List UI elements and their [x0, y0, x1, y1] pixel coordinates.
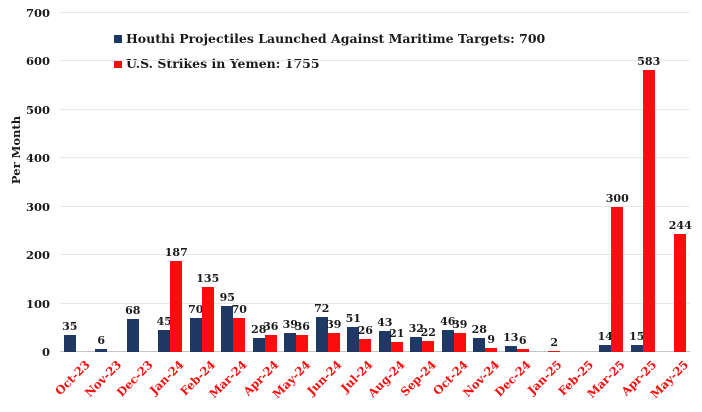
- value-label: 187: [164, 246, 188, 260]
- value-label: 21: [389, 326, 405, 340]
- bar-us-strikes: [327, 333, 340, 352]
- bar-us-strikes: [485, 347, 498, 352]
- plot-area: Houthi Projectiles Launched Against Mari…: [52, 12, 692, 401]
- value-label: 14: [597, 330, 613, 344]
- legend-label-houthi: Houthi Projectiles Launched Against Mari…: [126, 31, 546, 46]
- bar-houthi-projectiles: [441, 329, 454, 352]
- value-label: 9: [487, 332, 496, 346]
- value-label: 6: [97, 334, 106, 348]
- legend-label-us-strikes: U.S. Strikes in Yemen: 1755: [126, 56, 320, 71]
- bar-us-strikes: [296, 334, 309, 352]
- gridline: [60, 157, 690, 159]
- bar-us-strikes: [548, 351, 561, 352]
- y-tick-label: 100: [25, 296, 50, 311]
- bar-us-strikes: [642, 69, 655, 352]
- gridline: [60, 60, 690, 62]
- y-tick-label: 500: [25, 102, 50, 117]
- bar-houthi-projectiles: [315, 317, 328, 352]
- bar-houthi-projectiles: [158, 330, 171, 352]
- legend-item-houthi-projectiles: Houthi Projectiles Launched Against Mari…: [114, 31, 545, 46]
- bar-houthi-projectiles: [284, 333, 297, 352]
- bar-houthi-projectiles: [189, 318, 202, 352]
- bar-houthi-projectiles: [221, 306, 234, 352]
- value-label: 28: [471, 323, 487, 337]
- value-label: 43: [377, 316, 393, 330]
- bar-us-strikes: [233, 318, 246, 352]
- legend-swatch-houthi-icon: [114, 34, 122, 43]
- bar-houthi-projectiles: [630, 344, 643, 352]
- value-label: 95: [219, 291, 235, 304]
- bar-houthi-projectiles: [410, 336, 423, 352]
- bar-houthi-projectiles: [63, 335, 76, 352]
- bar-us-strikes: [453, 333, 466, 352]
- gridline: [60, 12, 690, 13]
- value-label: 68: [125, 304, 141, 318]
- y-tick-label: 200: [25, 248, 50, 263]
- bar-houthi-projectiles: [347, 327, 360, 352]
- bar-us-strikes: [201, 286, 214, 352]
- value-label: 51: [345, 312, 361, 326]
- value-label: 46: [440, 314, 456, 328]
- bar-us-strikes: [674, 233, 687, 352]
- bar-houthi-projectiles: [95, 349, 108, 352]
- bar-us-strikes: [264, 334, 277, 352]
- bar-houthi-projectiles: [473, 338, 486, 352]
- value-label: 70: [231, 303, 247, 317]
- value-label: 13: [503, 330, 519, 344]
- value-label: 6: [518, 334, 527, 348]
- y-tick-label: 600: [25, 54, 50, 69]
- value-label: 583: [637, 54, 661, 68]
- value-label: 135: [196, 271, 220, 285]
- legend: Houthi Projectiles Launched Against Mari…: [114, 31, 545, 81]
- bar-houthi-projectiles: [126, 319, 139, 352]
- gridline: [60, 254, 690, 256]
- legend-item-us-strikes: U.S. Strikes in Yemen: 1755: [114, 56, 545, 71]
- value-label: 70: [188, 303, 204, 317]
- bar-houthi-projectiles: [504, 345, 517, 352]
- value-label: 28: [251, 323, 267, 337]
- value-label: 39: [326, 318, 342, 332]
- bar-houthi-projectiles: [599, 345, 612, 352]
- bar-us-strikes: [390, 341, 403, 352]
- value-label: 2: [550, 336, 559, 349]
- value-label: 35: [62, 320, 78, 334]
- value-label: 45: [156, 315, 172, 329]
- y-tick-label: 300: [25, 199, 50, 214]
- value-label: 15: [629, 329, 645, 343]
- y-tick-label: 400: [25, 151, 50, 166]
- bar-us-strikes: [422, 341, 435, 352]
- value-label: 72: [314, 302, 330, 316]
- bar-us-strikes: [516, 349, 529, 352]
- bar-us-strikes: [359, 339, 372, 352]
- bar-houthi-projectiles: [252, 338, 265, 352]
- value-label: 300: [605, 191, 629, 205]
- legend-swatch-us-strikes-icon: [114, 59, 122, 68]
- value-label: 39: [282, 318, 298, 332]
- value-label: 22: [420, 326, 436, 340]
- y-axis-ticks: 0 100 200 300 400 500 600 700: [0, 6, 50, 359]
- bar-us-strikes: [611, 206, 624, 352]
- bar-houthi-projectiles: [378, 331, 391, 352]
- value-label: 244: [668, 218, 692, 232]
- value-label: 36: [263, 319, 279, 333]
- gridline: [60, 108, 690, 110]
- y-tick-label: 0: [41, 345, 50, 359]
- value-label: 36: [294, 319, 310, 333]
- value-label: 26: [357, 324, 373, 338]
- bar-us-strikes: [170, 261, 183, 352]
- y-tick-label: 700: [25, 6, 50, 20]
- value-label: 39: [452, 318, 468, 332]
- value-label: 32: [408, 321, 424, 335]
- gridline: [60, 302, 690, 304]
- gridline: [60, 205, 690, 207]
- x-axis-line: [60, 351, 690, 352]
